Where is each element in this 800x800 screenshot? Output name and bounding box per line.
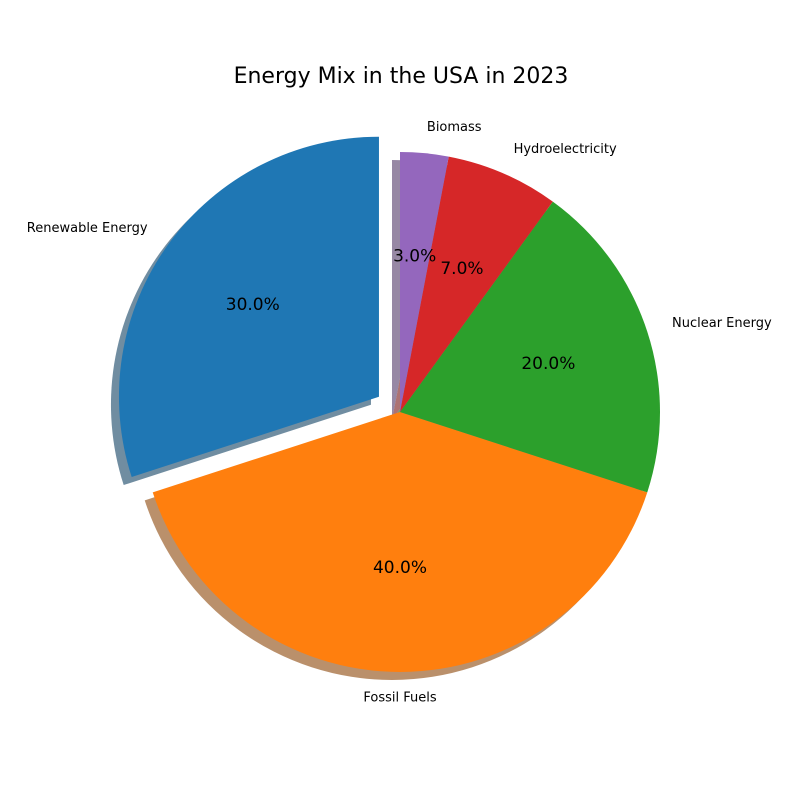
category-label-hydroelectricity: Hydroelectricity bbox=[514, 142, 617, 157]
percent-label-renewable-energy: 30.0% bbox=[226, 295, 280, 315]
chart-title: Energy Mix in the USA in 2023 bbox=[234, 64, 569, 89]
pie-slices bbox=[118, 136, 660, 673]
percent-label-fossil-fuels: 40.0% bbox=[373, 558, 427, 578]
category-labels: Renewable Energy Fossil Fuels Nuclear Ener… bbox=[27, 120, 772, 706]
slice-hydroelectricity bbox=[400, 156, 553, 412]
percent-label-nuclear-energy: 20.0% bbox=[521, 354, 575, 374]
slice-biomass bbox=[400, 152, 449, 412]
percent-label-hydroelectricity: 7.0% bbox=[440, 259, 483, 279]
category-label-nuclear-energy: Nuclear Energy bbox=[672, 316, 772, 331]
category-label-renewable-energy: Renewable Energy bbox=[27, 221, 148, 236]
percent-label-biomass: 3.0% bbox=[393, 247, 436, 267]
slice-renewable-energy bbox=[118, 136, 379, 478]
slice-nuclear-energy bbox=[400, 201, 660, 493]
percent-labels: 30.0% 40.0% 20.0% 7.0%3.0% bbox=[226, 247, 576, 578]
slice-fossil-fuels bbox=[152, 412, 648, 673]
category-label-biomass: Biomass bbox=[427, 120, 482, 135]
category-label-fossil-fuels: Fossil Fuels bbox=[363, 691, 436, 706]
